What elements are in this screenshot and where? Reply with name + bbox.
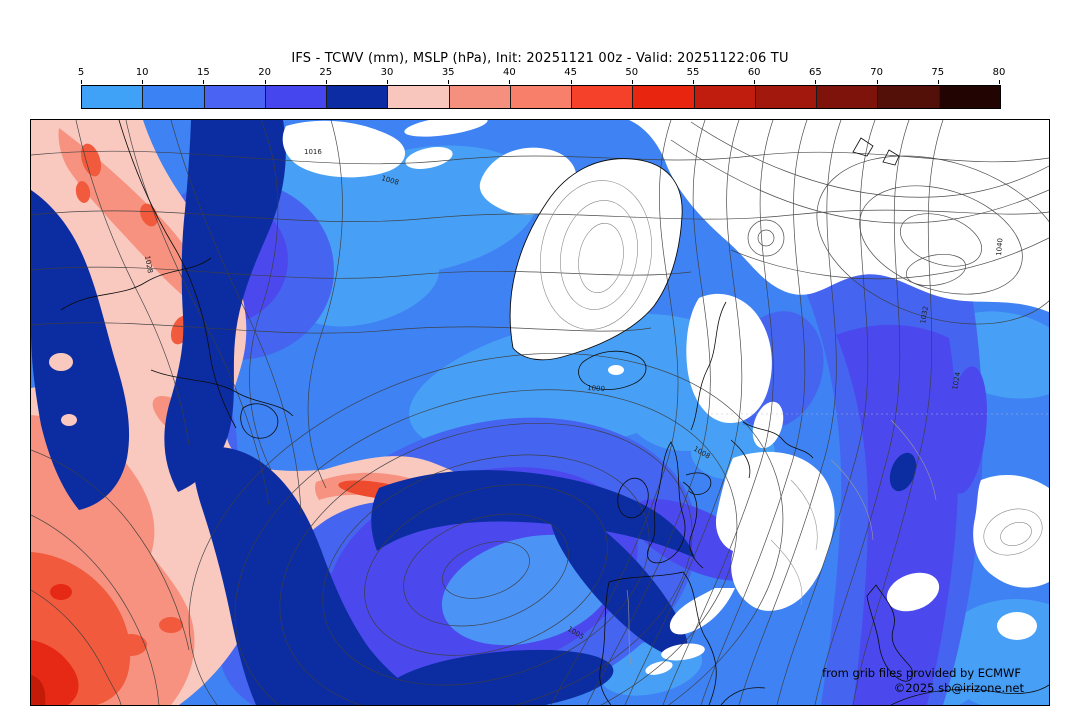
colorbar-tick-mark <box>448 80 450 84</box>
colorbar-tick-label: 35 <box>441 67 455 78</box>
colorbar-tick-mark <box>386 80 388 84</box>
colorbar-tick-label: 30 <box>380 67 394 78</box>
colorbar-tick-mark <box>325 80 327 84</box>
isobar-label: 1028 <box>143 255 154 274</box>
colorbar-segment <box>572 86 634 108</box>
attribution-copyright: ©2025 sb@irizone.net <box>893 681 1024 695</box>
isobar-label: 1032 <box>919 305 930 324</box>
colorbar-tick-mark <box>631 80 633 84</box>
colorbar-tick-mark <box>876 80 878 84</box>
isobar-label: 1000 <box>587 384 605 393</box>
colorbar-tick-mark <box>815 80 817 84</box>
tcwv-fill-regions <box>31 120 1049 705</box>
colorbar-tick-label: 10 <box>135 67 149 78</box>
colorbar-tick-label: 75 <box>931 67 945 78</box>
terrain-contours <box>539 180 1043 556</box>
colorbar-segment <box>143 86 205 108</box>
colorbar-tick-label: 55 <box>686 67 700 78</box>
colorbar-tick-label: 45 <box>564 67 577 78</box>
colorbar-segment <box>388 86 450 108</box>
colorbar-track <box>81 85 1001 109</box>
colorbar-ticks: 5 10 15 20 25 30 35 40 45 50 55 60 65 70 75 80 <box>77 67 1005 85</box>
colorbar-tick-mark <box>509 80 511 84</box>
colorbar-segment <box>694 86 756 108</box>
country-borders <box>626 419 937 666</box>
chart-title: IFS - TCWV (mm), MSLP (hPa), Init: 20251… <box>291 51 789 66</box>
colorbar-tick-mark <box>203 80 205 84</box>
colorbar-tick-label: 80 <box>992 67 1006 78</box>
isobar-contours <box>31 120 1049 705</box>
colorbar-tick-label: 40 <box>503 67 516 78</box>
isobar-label: 1016 <box>304 148 322 156</box>
colorbar-segment <box>633 86 695 108</box>
map-canvas: 1016 1008 1028 1000 1005 1008 1024 1032 … <box>31 120 1049 705</box>
colorbar-tick-label: 60 <box>747 67 761 78</box>
colorbar-tick-mark <box>692 80 694 84</box>
colorbar-tick-label: 5 <box>77 67 85 78</box>
colorbar-segment <box>449 86 511 108</box>
isobar-label: 1040 <box>995 238 1005 256</box>
isobar-label: 1024 <box>951 371 962 390</box>
colorbar-segment <box>510 86 573 108</box>
colorbar-tick-label: 15 <box>197 67 210 78</box>
colorbar-segment <box>204 86 266 108</box>
coastlines <box>60 120 1049 705</box>
colorbar-segment <box>755 86 818 108</box>
colorbar-tick-label: 20 <box>258 67 271 78</box>
colorbar-tick-mark <box>570 80 572 84</box>
colorbar-tick-label: 50 <box>625 67 639 78</box>
colorbar-segment <box>327 86 389 108</box>
colorbar-segment <box>265 86 328 108</box>
colorbar-segment <box>939 86 1000 108</box>
colorbar-tick-label: 70 <box>870 67 883 78</box>
colorbar-tick-mark <box>999 80 1000 84</box>
colorbar-tick-mark <box>264 80 266 84</box>
colorbar-segment <box>817 86 879 108</box>
colorbar-segment <box>82 86 144 108</box>
colorbar-tick-mark <box>754 80 756 84</box>
colorbar-tick-label: 25 <box>319 67 333 78</box>
colorbar-segment <box>878 86 940 108</box>
colorbar-tick-label: 65 <box>809 67 822 78</box>
colorbar-tick-mark <box>937 80 939 84</box>
colorbar-tick-mark <box>81 80 82 84</box>
weather-map: 1016 1008 1028 1000 1005 1008 1024 1032 … <box>30 119 1050 706</box>
colorbar-tick-mark <box>142 80 144 84</box>
attribution-source: from grib files provided by ECMWF <box>822 666 1021 680</box>
